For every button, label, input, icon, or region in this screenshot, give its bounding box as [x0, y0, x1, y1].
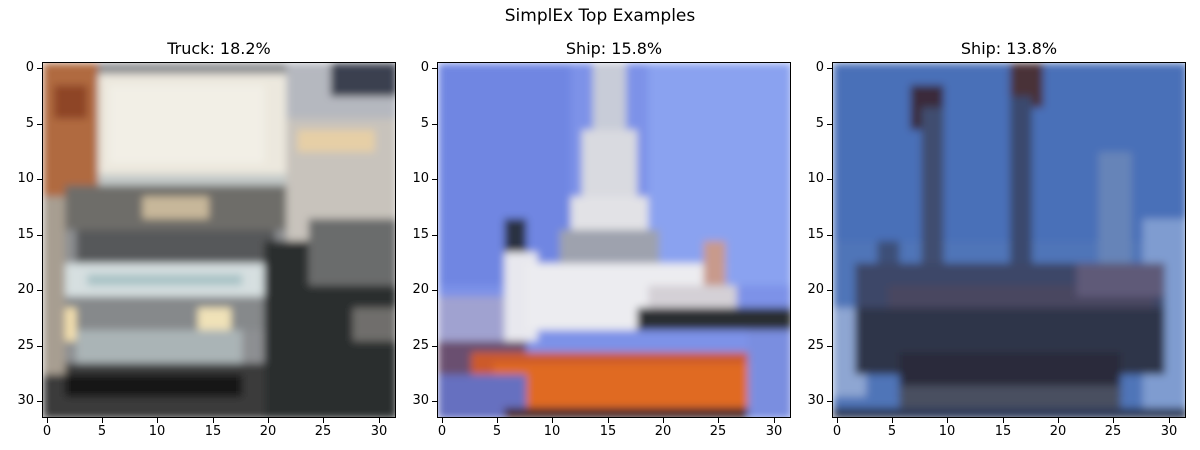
y-tick-label: 30 — [412, 393, 429, 408]
y-tick-label: 15 — [17, 227, 34, 242]
y-tick-label: 15 — [412, 227, 429, 242]
x-tick-label: 0 — [437, 424, 447, 439]
sailing-ship-photo — [832, 62, 1186, 418]
x-tick-label: 5 — [492, 424, 502, 439]
y-tick-label: 10 — [412, 171, 429, 186]
x-tick-label: 10 — [938, 424, 956, 439]
y-tick-label: 5 — [420, 116, 429, 131]
x-tick-label: 25 — [709, 424, 727, 439]
y-tick-label: 25 — [807, 338, 824, 353]
panel-sailing-ship: Ship: 13.8% — [790, 0, 1190, 450]
y-tick-label: 20 — [17, 282, 34, 297]
x-tick-label: 10 — [543, 424, 561, 439]
x-tick-label: 30 — [1160, 424, 1178, 439]
x-tick-label: 25 — [1104, 424, 1122, 439]
y-tick-label: 30 — [807, 393, 824, 408]
panel-title: Truck: 18.2% — [167, 39, 271, 58]
x-tick-label: 20 — [1049, 424, 1067, 439]
x-tick-label: 15 — [204, 424, 222, 439]
x-tick-label: 30 — [765, 424, 783, 439]
figure-title: SimplEx Top Examples — [504, 6, 696, 26]
x-tick-label: 25 — [314, 424, 332, 439]
truck-photo — [42, 62, 396, 418]
x-tick-label: 0 — [42, 424, 52, 439]
x-tick-label: 15 — [599, 424, 617, 439]
y-tick-label: 5 — [815, 116, 824, 131]
y-tick-label: 0 — [25, 60, 34, 75]
panel-truck: Truck: 18.2% — [0, 0, 400, 450]
x-tick-label: 15 — [994, 424, 1012, 439]
y-tick-label: 25 — [412, 338, 429, 353]
panel-title: Ship: 15.8% — [565, 39, 663, 58]
y-tick-label: 15 — [807, 227, 824, 242]
y-tick-label: 0 — [420, 60, 429, 75]
x-tick-label: 10 — [148, 424, 166, 439]
y-tick-label: 0 — [815, 60, 824, 75]
x-tick-label: 20 — [259, 424, 277, 439]
y-tick-label: 30 — [17, 393, 34, 408]
x-tick-label: 20 — [654, 424, 672, 439]
x-tick-label: 0 — [832, 424, 842, 439]
ship-photo — [437, 62, 791, 418]
panel-title: Ship: 13.8% — [960, 39, 1058, 58]
y-tick-label: 5 — [25, 116, 34, 131]
x-tick-label: 5 — [887, 424, 897, 439]
panel-ship: Ship: 15.8% — [395, 0, 795, 450]
y-tick-label: 10 — [17, 171, 34, 186]
y-tick-label: 25 — [17, 338, 34, 353]
y-tick-label: 20 — [412, 282, 429, 297]
x-tick-label: 5 — [97, 424, 107, 439]
y-tick-label: 20 — [807, 282, 824, 297]
y-tick-label: 10 — [807, 171, 824, 186]
x-tick-label: 30 — [370, 424, 388, 439]
